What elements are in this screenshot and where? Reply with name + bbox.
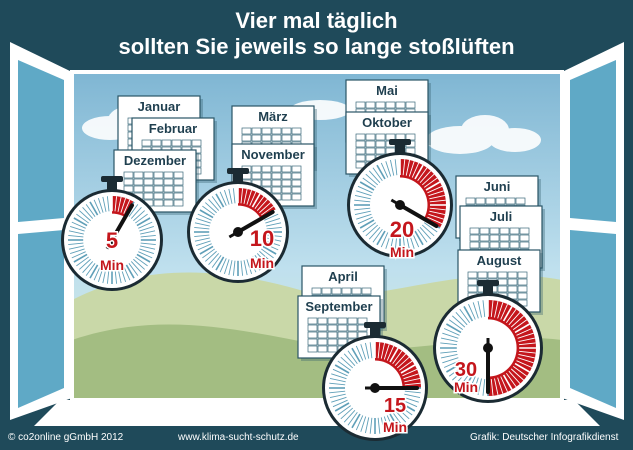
minutes-value: 20	[390, 217, 414, 242]
minutes-value: 15	[384, 395, 406, 417]
calendar-month-label: April	[328, 269, 358, 284]
minutes-unit: Min	[383, 419, 407, 435]
right-shutter	[562, 42, 624, 420]
timer-group-2: März November 10 Min	[187, 105, 317, 283]
minutes-value: 5	[106, 228, 118, 253]
stopwatch-hand	[236, 210, 275, 234]
timer-groups: JanuarFebruarDezember5MinMärzNovember10M…	[61, 79, 545, 441]
calendar-month-label: Juli	[490, 209, 512, 224]
stopwatch: 15 Min	[322, 322, 428, 441]
calendar-month-label: August	[477, 253, 522, 268]
left-shutter	[10, 42, 72, 420]
calendar-month-label: Januar	[138, 99, 181, 114]
calendar-month-label: November	[241, 147, 305, 162]
minutes-unit: Min	[454, 379, 478, 395]
timer-group-4: April September 15 Min	[297, 265, 428, 441]
minutes-unit: Min	[390, 244, 414, 260]
calendar-month-label: Mai	[376, 83, 398, 98]
stopwatch: 5 Min	[61, 176, 163, 291]
stopwatch-hand	[110, 203, 134, 242]
graphic-credit: Grafik: Deutscher Infografikdienst	[470, 432, 619, 443]
calendar-month-label: Juni	[484, 179, 511, 194]
timer-group-3: Mai Oktober 20 Min	[345, 79, 453, 262]
copyright: © co2online gGmbH 2012	[8, 432, 124, 443]
minutes-unit: Min	[100, 257, 124, 273]
website-url: www.klima-sucht-schutz.de	[178, 432, 299, 443]
calendar-month-label: März	[258, 109, 288, 124]
calendar-month-label: Oktober	[362, 115, 412, 130]
stopwatch: 20 Min	[347, 139, 453, 262]
calendar-month-label: Dezember	[124, 153, 186, 168]
window-sill	[34, 400, 600, 426]
minutes-unit: Min	[250, 255, 274, 271]
calendar-month-label: Februar	[149, 121, 197, 136]
hills-front	[72, 324, 562, 400]
title-line-2: sollten Sie jeweils so lange stoßlüften	[118, 34, 515, 59]
timer-group-1: Januar Februar Dezember 5 Min	[61, 95, 217, 291]
stopwatch: 10 Min	[187, 168, 289, 283]
title-line-1: Vier mal täglich	[235, 8, 398, 33]
calendar-month-label: September	[305, 299, 372, 314]
minutes-value: 30	[455, 359, 477, 381]
stopwatch-hand	[398, 203, 439, 228]
minutes-value: 10	[250, 226, 274, 251]
